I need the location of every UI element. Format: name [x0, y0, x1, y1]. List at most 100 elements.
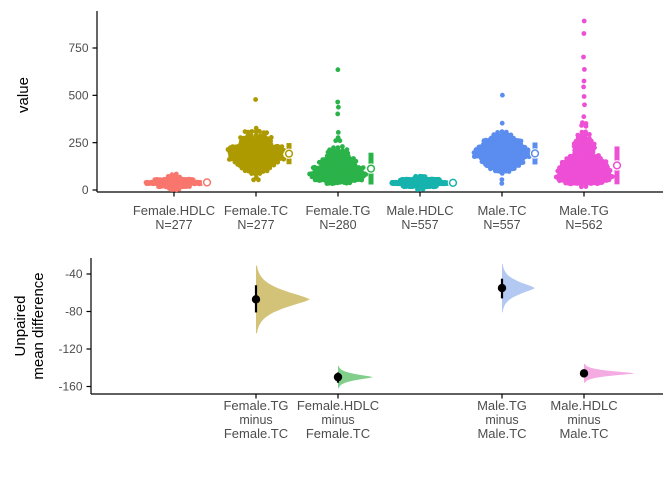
- swarm-dot: [581, 18, 587, 24]
- swarm-dot: [281, 156, 287, 162]
- swarm-dot: [176, 186, 182, 192]
- group-label: Male.HDLC: [386, 203, 453, 218]
- swarm-dot: [511, 135, 516, 141]
- group-n-label: N=280: [319, 218, 356, 232]
- swarm-dot: [345, 150, 351, 156]
- mean-marker: [448, 178, 458, 187]
- bottom-y-tick-label: -80: [65, 305, 83, 319]
- swarm-dot: [279, 144, 285, 150]
- swarm-dot: [258, 165, 263, 170]
- swarm-dot: [579, 123, 584, 128]
- mean-marker: [612, 161, 622, 170]
- swarm-dot: [336, 104, 341, 110]
- swarm-dot: [499, 171, 505, 176]
- swarm-dot: [253, 125, 259, 131]
- group-n-label: N=562: [565, 218, 602, 232]
- swarm-dot: [581, 78, 587, 84]
- swarm-dot: [249, 169, 255, 175]
- swarm-dot: [508, 132, 514, 138]
- group-label: Male.TG: [559, 203, 609, 218]
- group-label: Female.HDLC: [133, 203, 215, 218]
- swarm-dot: [591, 141, 597, 147]
- swarm-dot: [579, 184, 584, 190]
- swarm-dot: [520, 160, 526, 165]
- swarm-dot: [522, 144, 528, 150]
- diff-label-line: Female.HDLC: [297, 398, 379, 413]
- swarm-dot: [254, 165, 260, 171]
- bootstrap-violin: [256, 265, 310, 334]
- diff-label-line: minus: [321, 413, 354, 427]
- bottom-y-tick-label: -40: [65, 267, 83, 281]
- swarm-dot: [500, 92, 505, 98]
- swarm-dot: [499, 120, 505, 126]
- swarm-dot: [327, 153, 333, 159]
- swarm-dot: [173, 171, 179, 177]
- swarm-dot: [335, 145, 341, 151]
- swarm-dot: [606, 177, 612, 183]
- group-label: Female.TG: [305, 203, 370, 218]
- swarm-dot: [583, 123, 589, 129]
- swarm-dot: [582, 67, 587, 72]
- mean-marker: [530, 149, 540, 158]
- swarm-dot: [257, 128, 262, 134]
- diff-label-line: Female.TC: [306, 426, 370, 441]
- bottom-y-tick-label: -120: [58, 342, 82, 356]
- diff-label-line: minus: [239, 413, 272, 427]
- swarm-dot: [335, 111, 341, 117]
- bottom-y-tick-label: -160: [58, 380, 82, 394]
- top-y-axis-title: value: [15, 77, 32, 113]
- swarm-dot: [245, 133, 251, 138]
- swarm-dot: [258, 133, 264, 139]
- swarm-dot: [344, 147, 350, 153]
- swarm-panel: 0250500750Female.HDLCN=277Female.TCN=277…: [68, 11, 663, 232]
- swarm-dot: [437, 177, 442, 183]
- swarm-dot: [590, 147, 596, 153]
- swarm-dot: [610, 174, 615, 180]
- swarm-dot: [271, 162, 277, 168]
- swarm-dot: [239, 165, 245, 171]
- swarm-dot: [253, 97, 258, 102]
- swarm-dot: [581, 114, 587, 120]
- group-n-label: N=277: [155, 218, 192, 232]
- mean-marker: [202, 178, 212, 187]
- bootstrap-violin: [338, 365, 373, 389]
- swarm-dot: [583, 184, 589, 190]
- swarm-dot: [268, 135, 274, 140]
- top-y-tick-label: 500: [68, 89, 88, 103]
- swarm-dot: [420, 186, 426, 192]
- swarm-dot: [278, 150, 284, 156]
- diff-label-line: Male.TG: [477, 398, 527, 413]
- mean-marker: [284, 149, 294, 158]
- swarm-dot: [581, 31, 587, 36]
- swarm-dot: [353, 158, 359, 164]
- swarm-dot: [260, 169, 266, 174]
- swarm-dot: [360, 165, 366, 171]
- bootstrap-violin: [584, 364, 635, 383]
- swarm-Female.TG: [307, 67, 369, 187]
- diff-label-line: Male.HDLC: [550, 398, 617, 413]
- swarm-dot: [588, 138, 594, 144]
- swarm-dot: [587, 132, 592, 137]
- diff-label-line: minus: [485, 413, 518, 427]
- swarm-dot: [335, 67, 341, 73]
- swarm-dot: [603, 159, 609, 165]
- swarm-dot: [340, 144, 345, 149]
- group-label: Female.TC: [224, 203, 288, 218]
- swarm-dot: [575, 132, 581, 138]
- swarm-dot: [335, 150, 341, 156]
- swarm-dot: [187, 184, 192, 189]
- swarm-dot: [249, 129, 255, 134]
- swarm-dot: [598, 156, 603, 161]
- swarm-dot: [518, 141, 523, 147]
- swarm-dot: [328, 149, 334, 155]
- swarm-Female.TC: [225, 97, 287, 183]
- swarm-dot: [335, 99, 341, 105]
- swarm-Female.HDLC: [143, 171, 205, 193]
- swarm-dot: [253, 132, 259, 138]
- swarm-Male.TG: [553, 18, 615, 190]
- swarm-dot: [254, 141, 260, 147]
- group-n-label: N=277: [237, 218, 274, 232]
- bottom-y-axis-title-line1: Unpaired: [12, 296, 29, 357]
